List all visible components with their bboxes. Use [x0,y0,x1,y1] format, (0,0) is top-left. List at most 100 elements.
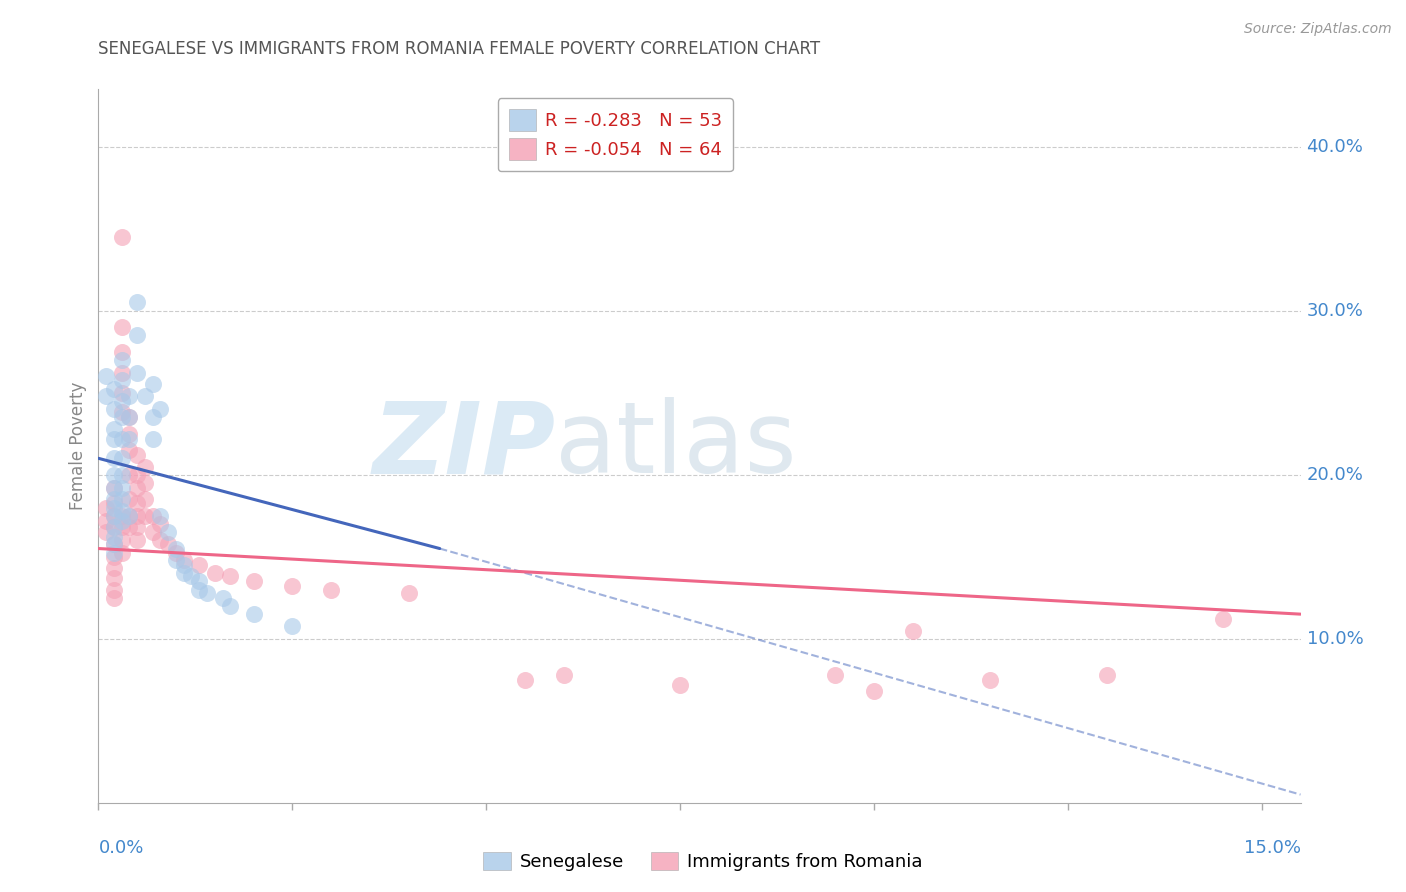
Point [103,508,125,523]
Point [103,481,125,495]
Point [165,553,187,567]
Point [103,422,125,436]
Point [96,500,118,515]
Text: ZIP: ZIP [373,398,555,494]
Point [219,599,242,613]
Point [118,410,141,425]
Text: 0.0%: 0.0% [98,838,143,857]
Point [188,574,211,589]
Point [398,586,420,600]
Point [103,536,125,550]
Point [319,582,342,597]
Point [103,571,125,585]
Point [134,389,156,403]
Point [204,566,226,581]
Point [142,432,165,446]
Point [103,546,125,560]
Point [173,558,195,572]
Point [103,492,125,507]
Point [111,514,134,528]
Point [157,536,180,550]
Point [103,508,125,523]
Point [553,668,575,682]
Point [118,508,141,523]
Point [111,373,134,387]
Text: 40.0%: 40.0% [1306,137,1364,155]
Point [103,591,125,605]
Point [118,508,141,523]
Point [111,451,134,466]
Point [127,508,149,523]
Point [142,377,165,392]
Point [242,607,264,622]
Point [127,520,149,534]
Point [111,366,134,380]
Point [188,582,211,597]
Point [96,369,118,384]
Point [149,402,172,417]
Text: 15.0%: 15.0% [1243,838,1301,857]
Point [219,569,242,583]
Point [127,448,149,462]
Point [165,541,187,556]
Point [180,569,202,583]
Point [111,432,134,446]
Point [149,533,172,548]
Point [281,579,304,593]
Point [1212,612,1234,626]
Point [103,383,125,397]
Point [118,389,141,403]
Point [242,574,264,589]
Point [979,673,1001,687]
Point [1095,668,1118,682]
Legend: R = -0.283   N = 53, R = -0.054   N = 64: R = -0.283 N = 53, R = -0.054 N = 64 [498,98,733,171]
Point [118,520,141,534]
Point [111,508,134,523]
Point [513,673,536,687]
Text: Source: ZipAtlas.com: Source: ZipAtlas.com [1244,22,1392,37]
Point [118,426,141,441]
Text: 10.0%: 10.0% [1306,630,1364,648]
Point [118,443,141,458]
Point [96,514,118,528]
Point [111,320,134,334]
Point [149,508,172,523]
Point [111,481,134,495]
Point [165,546,187,560]
Point [111,520,134,534]
Point [103,495,125,509]
Point [111,405,134,419]
Point [103,432,125,446]
Point [111,410,134,425]
Point [111,467,134,482]
Point [96,389,118,403]
Point [142,525,165,540]
Point [111,344,134,359]
Y-axis label: Female Poverty: Female Poverty [69,382,87,510]
Point [103,451,125,466]
Point [96,525,118,540]
Point [127,328,149,343]
Point [188,558,211,572]
Point [103,402,125,417]
Point [111,504,134,518]
Point [142,410,165,425]
Point [103,467,125,482]
Point [669,678,692,692]
Point [103,536,125,550]
Text: atlas: atlas [555,398,797,494]
Point [127,295,149,310]
Point [111,230,134,244]
Point [134,492,156,507]
Point [127,481,149,495]
Point [173,566,195,581]
Point [118,467,141,482]
Point [103,561,125,575]
Point [149,516,172,531]
Point [103,530,125,544]
Point [111,393,134,408]
Point [824,668,846,682]
Point [195,586,218,600]
Point [157,525,180,540]
Point [134,475,156,490]
